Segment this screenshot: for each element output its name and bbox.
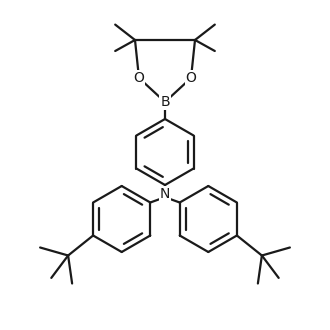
Text: N: N [160, 187, 170, 201]
Text: N: N [160, 187, 170, 201]
Text: B: B [160, 95, 170, 109]
Text: O: O [185, 71, 196, 85]
Text: N: N [160, 187, 170, 201]
Text: O: O [134, 71, 145, 85]
Text: N: N [160, 187, 170, 201]
Text: O: O [134, 71, 145, 85]
Text: B: B [160, 95, 170, 109]
Text: B: B [160, 95, 170, 109]
Text: O: O [185, 71, 196, 85]
